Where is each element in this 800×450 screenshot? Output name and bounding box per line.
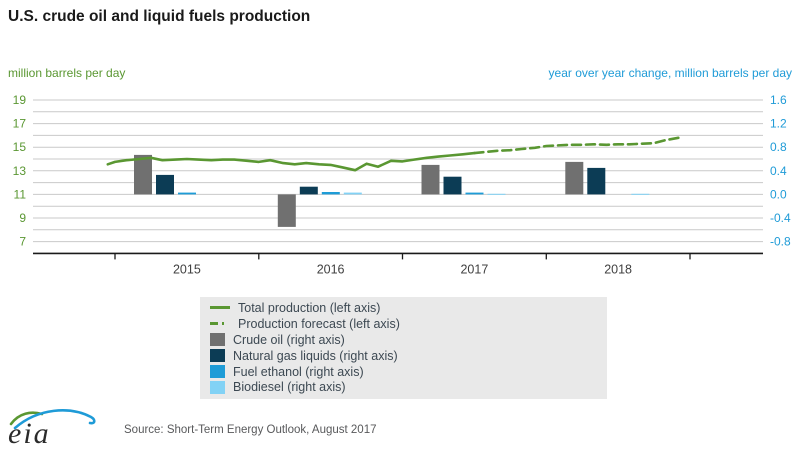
eia-logo: eia [8,409,96,449]
source-note: Source: Short-Term Energy Outlook, Augus… [124,424,377,436]
left-axis-tick-label: 13 [13,164,27,178]
fuel-ethanol-swatch-icon [210,365,225,378]
left-axis-tick-label: 9 [19,211,26,225]
legend-item-biodiesel: Biodiesel (right axis) [210,379,607,395]
right-axis-tick-label: -0.8 [770,235,791,249]
biodiesel-swatch-icon [210,380,225,394]
production-forecast-line [473,136,680,155]
bar-crude-oil-2015 [134,154,152,195]
eia-logo-blue-swoosh-icon [13,409,96,430]
left-axis-tick-label: 15 [13,140,27,154]
legend-label: Natural gas liquids (right axis) [233,348,398,363]
legend-item-total-production: Total production (left axis) [210,300,607,316]
right-axis-tick-label: 0.8 [770,140,787,154]
legend-item-fuel-ethanol: Fuel ethanol (right axis) [210,364,607,380]
bar-natural-gas-liquids-2017 [443,176,462,195]
legend-label: Fuel ethanol (right axis) [233,364,364,379]
x-axis-year-label: 2017 [460,262,488,276]
bar-fuel-ethanol-2015 [178,192,196,195]
legend-label: Biodiesel (right axis) [233,380,346,395]
left-axis-tick-label: 17 [13,117,27,131]
production-forecast-dashed-line-swatch-icon [210,322,230,326]
right-axis-tick-label: 1.2 [770,117,787,131]
chart-legend: Total production (left axis) Production … [200,297,607,399]
total-production-line [106,151,476,172]
eia-logo-text: eia [8,417,51,449]
legend-item-natural-gas-liquids: Natural gas liquids (right axis) [210,348,607,364]
bar-crude-oil-2016 [277,194,296,227]
x-axis-year-label: 2016 [317,262,345,276]
left-axis-tick-label: 11 [14,187,27,201]
x-axis-year-label: 2018 [604,262,632,276]
bar-crude-oil-2018 [565,161,584,195]
bar-natural-gas-liquids-2016 [299,186,318,195]
crude-oil-swatch-icon [210,333,225,347]
left-axis-unit-label: million barrels per day [8,66,126,80]
legend-label: Total production (left axis) [238,300,381,315]
chart-plot-area: 19 17 15 13 11 9 7 1.6 1.2 0.8 0.4 0.0 -0.4 -0.8 2015 2… [13,93,791,276]
legend-item-crude-oil: Crude oil (right axis) [210,332,607,348]
right-axis-tick-label: -0.4 [770,211,791,225]
bar-fuel-ethanol-2016 [321,192,340,195]
x-axis-year-label: 2015 [173,262,201,276]
bar-natural-gas-liquids-2015 [156,174,174,195]
page-title: U.S. crude oil and liquid fuels producti… [8,8,311,25]
bar-natural-gas-liquids-2018 [587,167,606,195]
right-axis-tick-label: 0.4 [770,164,787,178]
total-production-line-swatch-icon [210,306,230,310]
left-axis-tick-label: 19 [13,93,27,107]
bar-fuel-ethanol-2017 [465,192,484,195]
bar-biodiesel-2017 [487,193,506,195]
right-axis-tick-label: 1.6 [770,93,787,107]
right-axis-tick-label: 0.0 [770,187,787,201]
bar-crude-oil-2017 [421,164,440,195]
legend-item-production-forecast: Production forecast (left axis) [210,316,607,332]
legend-label: Production forecast (left axis) [238,316,400,331]
bar-biodiesel-2018 [631,193,650,195]
bar-biodiesel-2016 [343,192,362,195]
natural-gas-liquids-swatch-icon [210,349,225,363]
right-axis-unit-label: year over year change, million barrels p… [548,66,792,80]
legend-label: Crude oil (right axis) [233,332,345,347]
left-axis-tick-label: 7 [19,235,26,249]
